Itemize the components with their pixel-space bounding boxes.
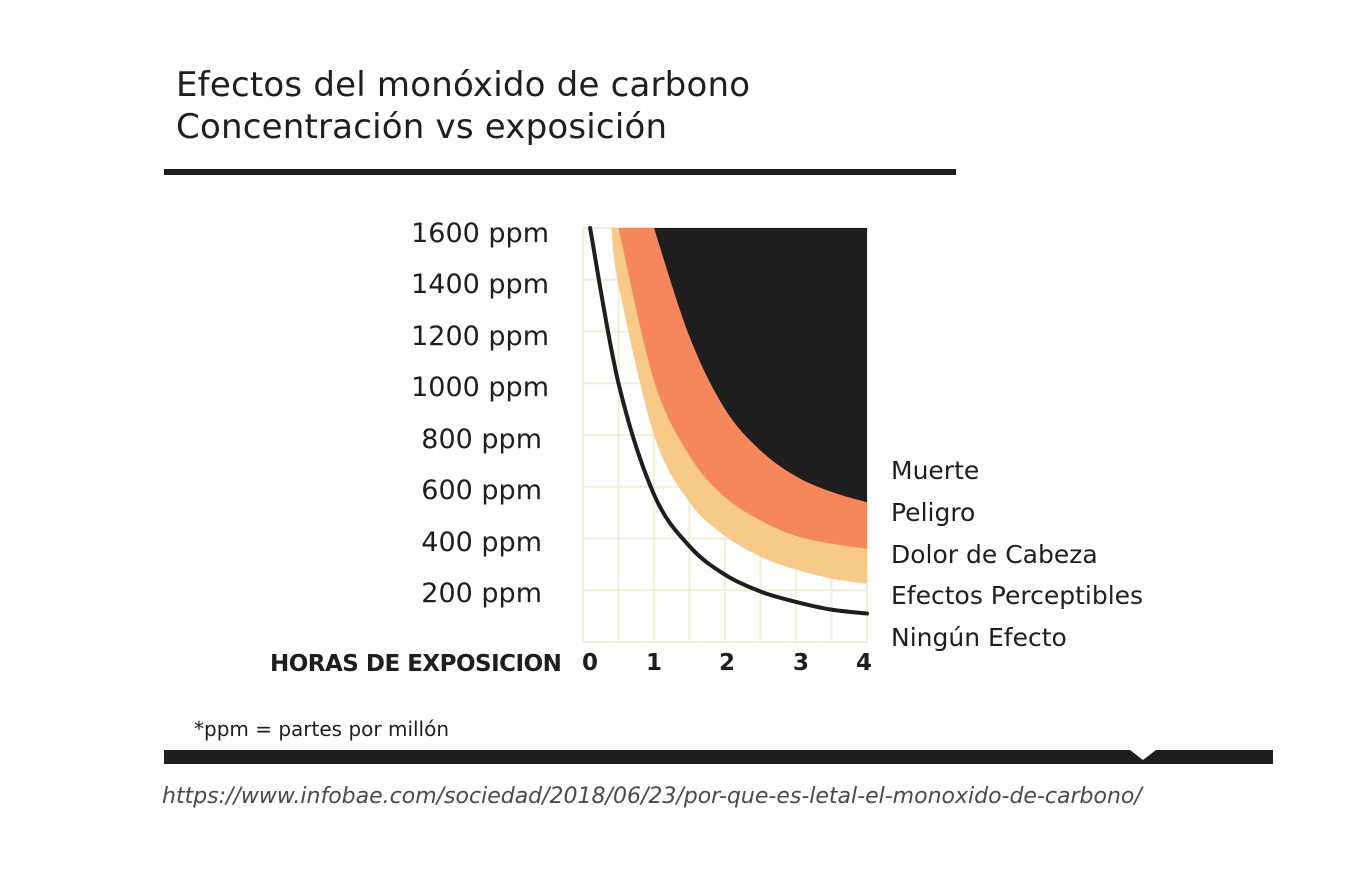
x-tick-label: 0 bbox=[581, 650, 598, 676]
x-tick-label: 4 bbox=[855, 650, 872, 676]
y-tick-label: 200 ppm bbox=[421, 578, 542, 609]
legend-efectos-perceptibles: Efectos Perceptibles bbox=[891, 581, 1144, 610]
x-tick-label: 3 bbox=[792, 650, 809, 676]
y-tick-label: 600 ppm bbox=[421, 475, 542, 506]
footnote: *ppm = partes por millón bbox=[194, 717, 450, 741]
legend-dolor-de-cabeza: Dolor de Cabeza bbox=[891, 540, 1098, 569]
x-axis-title: HORAS DE EXPOSICION bbox=[270, 651, 562, 677]
y-tick-label: 400 ppm bbox=[421, 527, 542, 558]
x-tick-label: 2 bbox=[718, 650, 735, 676]
title-line-2: Concentración vs exposición bbox=[176, 107, 668, 147]
title-line-1: Efectos del monóxido de carbono bbox=[176, 65, 751, 105]
source-link[interactable]: https://www.infobae.com/sociedad/2018/06… bbox=[162, 784, 1142, 809]
legend-peligro: Peligro bbox=[891, 498, 976, 527]
legend-ningun-efecto: Ningún Efecto bbox=[891, 623, 1067, 652]
area-muerte bbox=[654, 228, 867, 503]
title-divider bbox=[164, 169, 956, 175]
plot-lines bbox=[588, 226, 869, 616]
y-tick-label: 1600 ppm bbox=[411, 218, 549, 249]
line-ningun-efecto bbox=[588, 226, 869, 616]
y-tick-label: 1400 ppm bbox=[411, 269, 549, 300]
legend-muerte: Muerte bbox=[891, 456, 980, 485]
y-tick-label: 1200 ppm bbox=[411, 321, 549, 352]
x-tick-label: 1 bbox=[645, 650, 662, 676]
y-tick-label: 1000 ppm bbox=[411, 372, 549, 403]
plot-areas bbox=[611, 228, 867, 584]
chart-title: Efectos del monóxido de carbono Concentr… bbox=[176, 64, 750, 148]
y-tick-label: 800 ppm bbox=[421, 424, 542, 455]
